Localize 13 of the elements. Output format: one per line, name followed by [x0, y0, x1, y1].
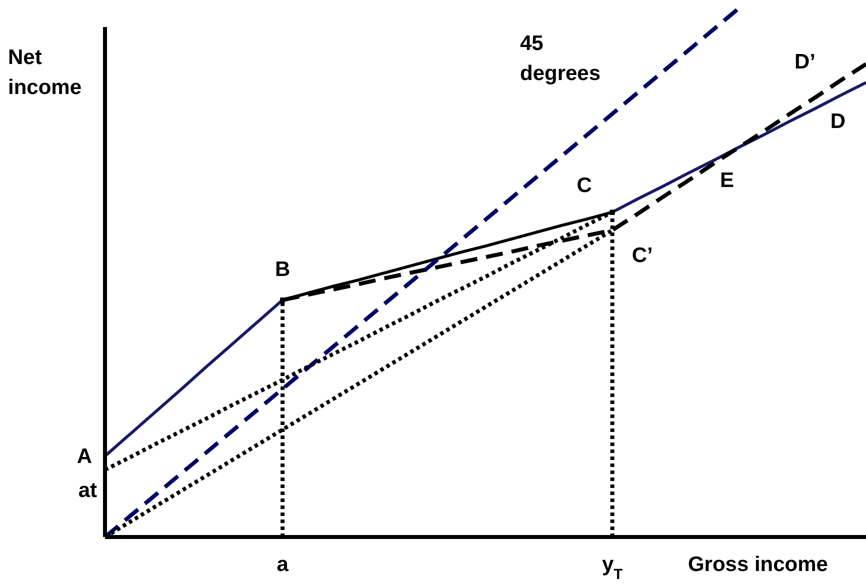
annotation: E [720, 169, 734, 192]
annotation: C [576, 174, 592, 198]
annotation: D’ [794, 50, 816, 74]
x-tick-label: y$_{T}$ [602, 553, 623, 583]
x-tick-label: a [276, 553, 289, 576]
annotation: D [830, 110, 846, 133]
annotation: C’ [632, 244, 653, 268]
text: at [78, 479, 97, 502]
annotation: B [274, 258, 290, 282]
text: A [76, 445, 92, 468]
x-axis-title: Gross income [688, 553, 828, 576]
annotation: 45 degrees [520, 32, 601, 85]
y-axis-title: Net income [8, 46, 82, 99]
